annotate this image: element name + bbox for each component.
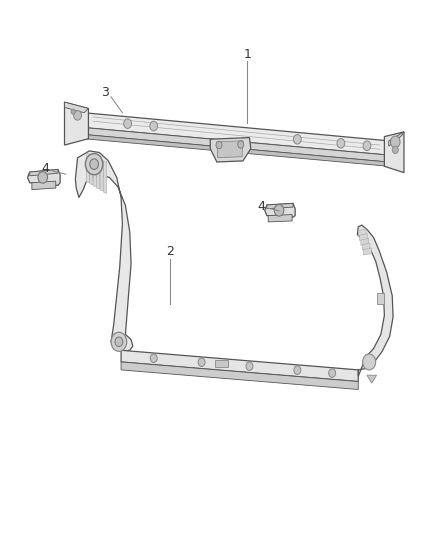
Circle shape <box>85 154 103 175</box>
Circle shape <box>363 354 376 370</box>
Circle shape <box>337 139 345 148</box>
Polygon shape <box>64 102 88 145</box>
Circle shape <box>71 109 75 114</box>
Circle shape <box>392 146 398 154</box>
Polygon shape <box>210 138 251 162</box>
Circle shape <box>115 337 123 346</box>
Polygon shape <box>100 159 103 191</box>
Circle shape <box>90 159 99 169</box>
Circle shape <box>124 119 131 128</box>
Polygon shape <box>64 102 88 113</box>
Polygon shape <box>389 132 404 146</box>
Polygon shape <box>358 229 366 236</box>
Polygon shape <box>364 248 371 255</box>
Text: 4: 4 <box>258 199 265 213</box>
Polygon shape <box>32 181 56 190</box>
Circle shape <box>363 141 371 150</box>
Polygon shape <box>84 134 389 166</box>
Polygon shape <box>84 127 389 162</box>
Circle shape <box>74 111 81 120</box>
Polygon shape <box>357 225 393 376</box>
Circle shape <box>274 205 284 216</box>
Polygon shape <box>28 169 60 185</box>
Polygon shape <box>385 132 404 173</box>
Polygon shape <box>84 113 389 155</box>
Polygon shape <box>121 362 358 390</box>
Circle shape <box>216 141 222 149</box>
Polygon shape <box>265 204 295 217</box>
Polygon shape <box>267 204 293 209</box>
Polygon shape <box>86 153 89 183</box>
Circle shape <box>391 136 400 148</box>
Circle shape <box>294 366 301 374</box>
Circle shape <box>38 172 47 183</box>
Polygon shape <box>30 169 58 176</box>
Circle shape <box>150 354 157 362</box>
Polygon shape <box>217 141 243 158</box>
Circle shape <box>238 141 244 148</box>
Circle shape <box>293 134 301 144</box>
Text: 1: 1 <box>244 48 251 61</box>
Polygon shape <box>104 161 107 193</box>
Circle shape <box>246 362 253 370</box>
Bar <box>215 360 228 367</box>
Circle shape <box>111 332 127 351</box>
Text: 2: 2 <box>166 245 174 258</box>
Circle shape <box>198 358 205 367</box>
Text: 4: 4 <box>42 162 50 175</box>
Circle shape <box>328 369 336 377</box>
Polygon shape <box>121 350 358 382</box>
Polygon shape <box>75 151 133 351</box>
Polygon shape <box>90 155 93 185</box>
Circle shape <box>150 122 158 131</box>
Polygon shape <box>360 233 367 240</box>
Polygon shape <box>362 243 370 250</box>
Polygon shape <box>268 215 292 222</box>
Polygon shape <box>97 158 100 189</box>
Polygon shape <box>361 238 369 245</box>
Polygon shape <box>93 156 96 187</box>
Polygon shape <box>367 375 377 383</box>
Text: 3: 3 <box>101 86 109 99</box>
Bar <box>377 293 385 304</box>
